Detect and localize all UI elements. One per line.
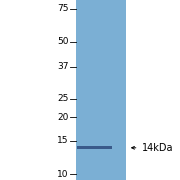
Text: 15: 15 — [57, 136, 68, 145]
Text: kDa: kDa — [54, 0, 72, 1]
Text: 50: 50 — [57, 37, 68, 46]
Text: 25: 25 — [57, 94, 68, 103]
Text: 37: 37 — [57, 62, 68, 71]
Text: 20: 20 — [57, 113, 68, 122]
Text: 14kDa: 14kDa — [142, 143, 174, 153]
Bar — [77, 146, 112, 149]
Text: 75: 75 — [57, 4, 68, 13]
Bar — [76, 0, 126, 180]
Text: 10: 10 — [57, 170, 68, 179]
